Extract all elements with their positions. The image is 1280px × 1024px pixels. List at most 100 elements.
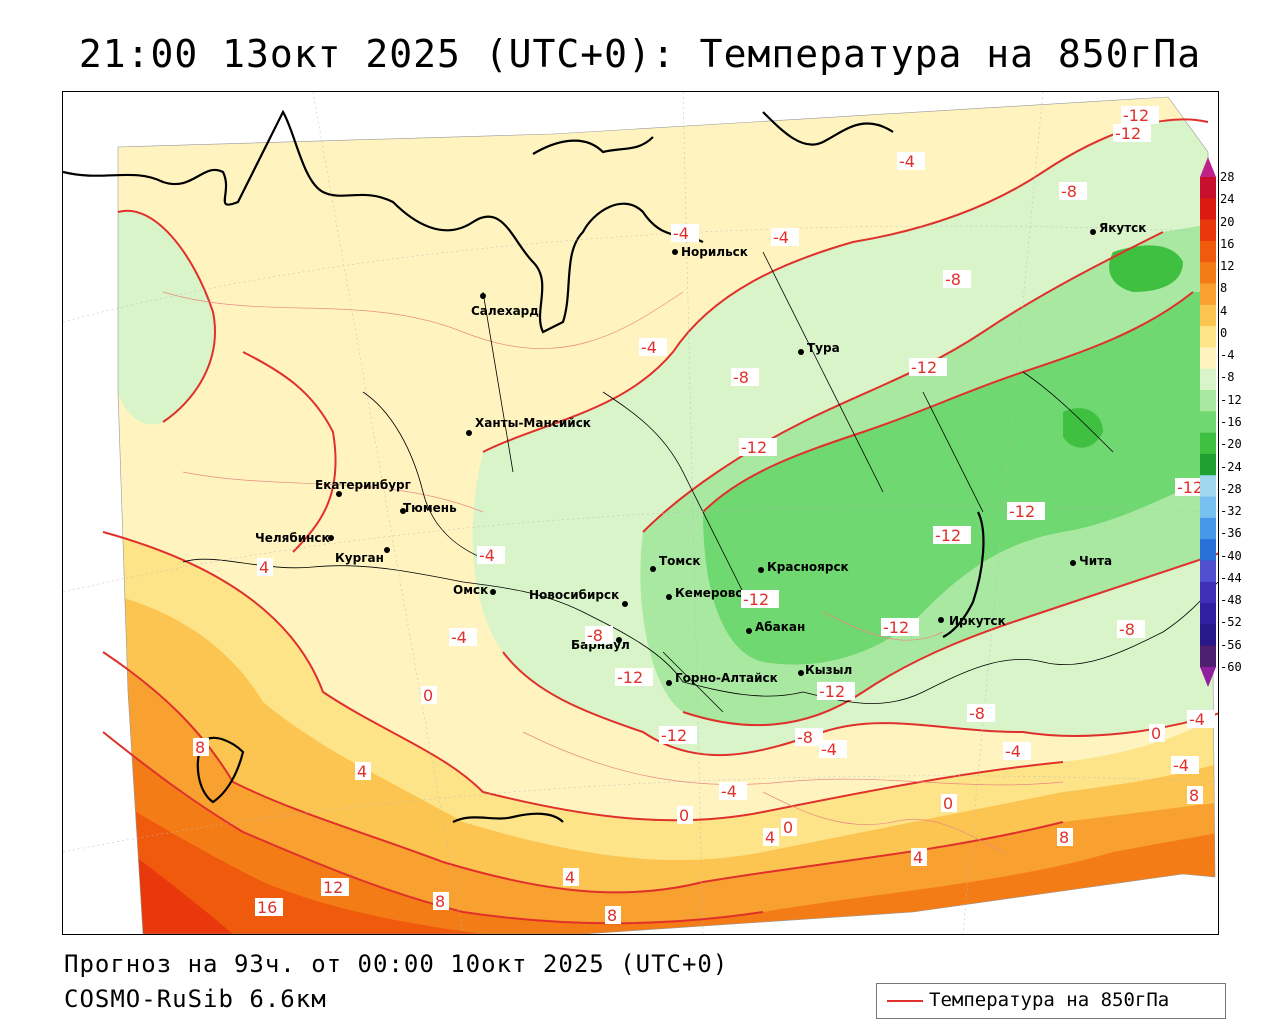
colorbar-segment [1200, 219, 1216, 242]
svg-text:-4: -4 [1189, 710, 1205, 729]
svg-text:-12: -12 [1009, 502, 1035, 521]
city-irkutsk: Иркутск [938, 614, 1006, 628]
svg-text:-12: -12 [741, 438, 767, 457]
contour-labels: -12 -12 -4 -8 -4 -4 -8 -4 -8 -12 -12 -12… [193, 106, 1215, 925]
svg-text:4: 4 [913, 848, 923, 867]
svg-text:-4: -4 [773, 228, 789, 247]
colorbar-segment [1200, 283, 1216, 306]
page-title: 21:00 13окт 2025 (UTC+0): Температура на… [78, 32, 1202, 76]
boundaries [182, 251, 1218, 713]
city-norilsk: Норильск [672, 245, 748, 259]
colorbar-tick-label: -56 [1220, 637, 1242, 652]
colorbar-tick-label: 20 [1220, 214, 1235, 229]
map-legend: Температура на 850гПа [876, 983, 1226, 1019]
svg-text:Новосибирск: Новосибирск [529, 588, 619, 602]
city-khanty-mansiysk: Ханты-Мансийск [466, 416, 591, 436]
svg-text:-12: -12 [661, 726, 687, 745]
svg-text:Тура: Тура [807, 341, 840, 355]
city-chelyabinsk: Челябинск [255, 531, 334, 545]
colorbar-tick-label: 16 [1220, 236, 1235, 251]
city-kemerovo: Кемерово [666, 586, 744, 600]
svg-text:12: 12 [323, 878, 343, 897]
svg-text:-8: -8 [797, 728, 813, 747]
colorbar-tick-label: -12 [1220, 392, 1242, 407]
svg-text:-8: -8 [1061, 182, 1077, 201]
colorbar-segment [1200, 177, 1216, 199]
colorbar-top-arrow [1200, 157, 1216, 177]
legend-line-swatch [887, 1000, 923, 1002]
svg-text:Абакан: Абакан [755, 620, 805, 634]
city-gorno-altaysk: Горно-Алтайск [666, 671, 778, 686]
city-novosibirsk: Новосибирск [529, 588, 628, 607]
colorbar-tick-label: -8 [1220, 370, 1235, 385]
svg-text:-8: -8 [733, 368, 749, 387]
svg-text:Екатеринбург: Екатеринбург [315, 478, 411, 492]
colorbar-segment [1200, 411, 1216, 434]
city-tura: Тура [798, 341, 840, 355]
svg-text:Кемерово: Кемерово [675, 586, 744, 600]
svg-text:-12: -12 [1123, 106, 1149, 125]
svg-text:0: 0 [423, 686, 433, 705]
colorbar-segment [1200, 198, 1216, 221]
city-kurgan: Курган [335, 547, 390, 565]
colorbar-segment [1200, 390, 1216, 412]
svg-text:0: 0 [1151, 724, 1161, 743]
city-markers: Норильск Салехард Якутск Тура Ханты-Манс… [255, 221, 1146, 686]
colorbar [1200, 157, 1216, 687]
colorbar-tick-label: -48 [1220, 593, 1242, 608]
svg-text:-12: -12 [883, 618, 909, 637]
svg-text:4: 4 [357, 762, 367, 781]
colorbar-segment [1200, 368, 1216, 391]
svg-text:-12: -12 [1177, 478, 1203, 497]
temperature-map[interactable]: Норильск Салехард Якутск Тура Ханты-Манс… [62, 91, 1219, 935]
svg-text:8: 8 [607, 906, 617, 925]
svg-text:Челябинск: Челябинск [255, 531, 330, 545]
svg-text:-8: -8 [945, 270, 961, 289]
colorbar-tick-label: -52 [1220, 615, 1242, 630]
colorbar-segment [1200, 496, 1216, 519]
colorbar-tick-label: 12 [1220, 259, 1235, 274]
svg-text:Салехард: Салехард [471, 304, 539, 318]
colorbar-bottom-arrow [1200, 667, 1216, 687]
colorbar-tick-label: 8 [1220, 281, 1228, 296]
temperature-field [118, 97, 1215, 934]
colorbar-segment [1200, 347, 1216, 370]
svg-text:8: 8 [195, 738, 205, 757]
svg-text:Красноярск: Красноярск [767, 560, 849, 574]
svg-text:Норильск: Норильск [681, 245, 748, 259]
city-kyzyl: Кызыл [798, 663, 852, 677]
svg-text:8: 8 [435, 892, 445, 911]
colorbar-segment [1200, 581, 1216, 604]
svg-text:Якутск: Якутск [1099, 221, 1146, 235]
svg-text:-12: -12 [819, 682, 845, 701]
svg-text:4: 4 [765, 828, 775, 847]
svg-text:16: 16 [257, 898, 277, 917]
colorbar-segment [1200, 475, 1216, 498]
colorbar-segment [1200, 240, 1216, 263]
colorbar-tick-label: -24 [1220, 459, 1242, 474]
svg-text:-8: -8 [1119, 620, 1135, 639]
svg-text:-8: -8 [969, 704, 985, 723]
svg-text:4: 4 [259, 558, 269, 577]
svg-text:-4: -4 [821, 740, 837, 759]
svg-text:-4: -4 [721, 782, 737, 801]
colorbar-tick-label: 0 [1220, 325, 1228, 340]
svg-text:-8: -8 [587, 626, 603, 645]
colorbar-segment [1200, 603, 1216, 625]
city-yekaterinburg: Екатеринбург [315, 478, 411, 497]
colorbar-tick-label: -36 [1220, 526, 1242, 541]
city-krasnoyarsk: Красноярск [758, 560, 849, 574]
city-tomsk: Томск [650, 554, 701, 572]
colorbar-tick-label: -28 [1220, 481, 1242, 496]
model-name: COSMO-RuSib 6.6км [64, 985, 327, 1013]
svg-text:-4: -4 [899, 152, 915, 171]
colorbar-tick-label: -20 [1220, 437, 1242, 452]
svg-text:-4: -4 [673, 224, 689, 243]
colorbar-tick-label: -4 [1220, 348, 1235, 363]
colorbar-segment [1200, 539, 1216, 561]
thin-isolines [162, 291, 1064, 853]
colorbar-tick-label: 28 [1220, 170, 1235, 184]
colorbar-tick-label: 4 [1220, 303, 1228, 318]
colorbar-segment [1200, 645, 1216, 668]
colorbar-tick-label: -16 [1220, 415, 1242, 429]
